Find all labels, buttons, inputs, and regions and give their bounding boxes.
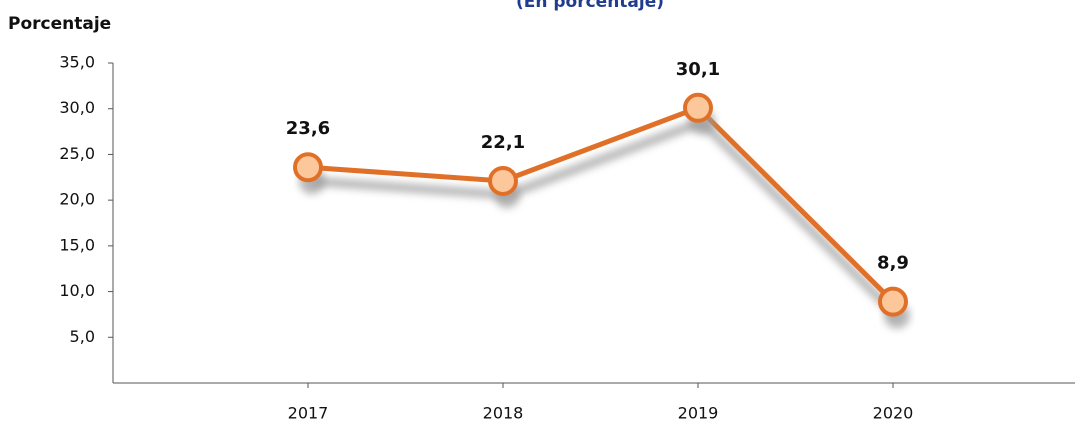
data-label: 30,1 bbox=[676, 59, 720, 80]
y-tick-label: 30,0 bbox=[59, 98, 95, 117]
y-tick-label: 15,0 bbox=[59, 235, 95, 254]
y-tick-label: 35,0 bbox=[59, 53, 95, 72]
x-tick-label: 2020 bbox=[873, 404, 914, 423]
y-tick-label: 20,0 bbox=[59, 190, 95, 209]
chart-title: (En porcentaje) bbox=[516, 0, 664, 12]
line-shadow bbox=[311, 116, 901, 319]
marker bbox=[488, 165, 518, 196]
data-label: 22,1 bbox=[481, 132, 525, 153]
series-line bbox=[307, 104, 895, 304]
marker bbox=[683, 92, 713, 123]
marker bbox=[293, 152, 323, 183]
x-tick-label: 2019 bbox=[678, 404, 719, 423]
data-label: 23,6 bbox=[286, 118, 330, 139]
y-tick-label: 10,0 bbox=[59, 281, 95, 300]
y-axis-label: Porcentaje bbox=[8, 14, 111, 34]
x-tick-label: 2017 bbox=[288, 404, 329, 423]
y-tick-label: 5,0 bbox=[70, 327, 95, 346]
marker bbox=[878, 286, 908, 317]
y-tick-label: 25,0 bbox=[59, 144, 95, 163]
x-tick-label: 2018 bbox=[483, 404, 524, 423]
data-label: 8,9 bbox=[877, 253, 909, 274]
